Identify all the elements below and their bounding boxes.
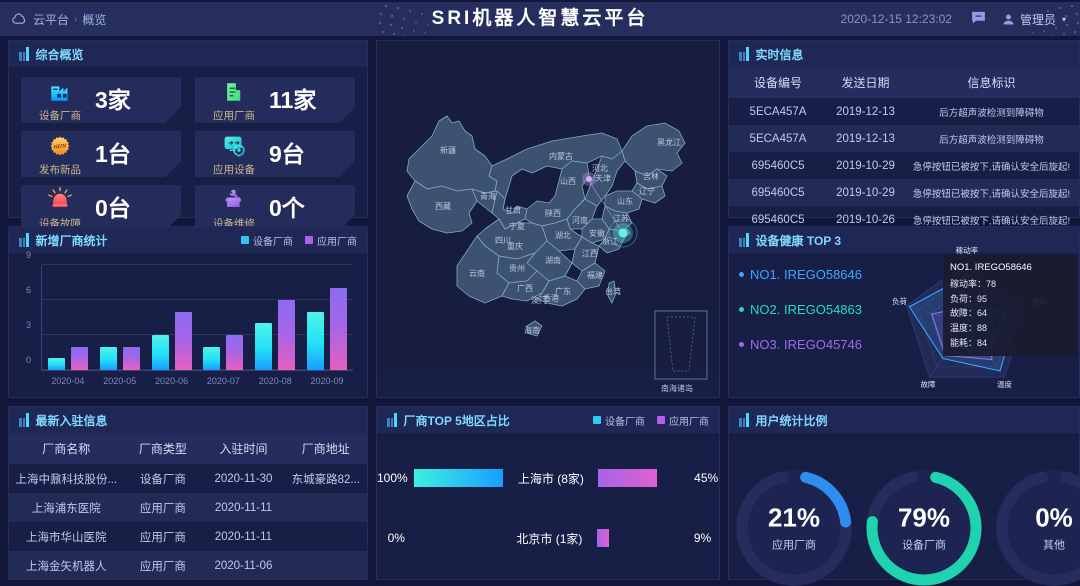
svg-text:南海诸岛: 南海诸岛 [661,383,693,393]
svg-text:江苏: 江苏 [613,213,629,223]
svg-text:新疆: 新疆 [440,145,456,155]
svg-text:贵州: 贵州 [509,263,525,273]
svg-text:甘肃: 甘肃 [505,205,521,215]
svg-text:吉林: 吉林 [643,171,659,181]
svg-text:广西: 广西 [517,283,533,293]
svg-text:云南: 云南 [469,268,485,278]
svg-text:陕西: 陕西 [545,208,561,218]
svg-text:天津: 天津 [595,173,611,183]
svg-text:稼动率: 稼动率 [956,245,979,255]
svg-text:湖北: 湖北 [555,231,571,240]
svg-text:宁夏: 宁夏 [509,221,525,231]
svg-text:内蒙古: 内蒙古 [549,151,573,161]
svg-text:福建: 福建 [587,270,603,280]
svg-text:青海: 青海 [480,191,496,201]
svg-text:台湾: 台湾 [605,286,621,296]
svg-text:温度: 温度 [997,379,1012,389]
svg-text:辽宁: 辽宁 [639,186,655,196]
svg-text:江西: 江西 [582,249,598,258]
svg-text:湖南: 湖南 [545,255,561,265]
svg-text:海南: 海南 [524,325,540,335]
svg-text:浙江: 浙江 [602,236,618,246]
svg-text:故障: 故障 [921,379,936,389]
svg-text:河南: 河南 [572,215,588,225]
svg-text:山东: 山东 [617,196,633,206]
svg-text:黑龙江: 黑龙江 [657,137,681,147]
svg-text:香港: 香港 [543,293,559,303]
svg-text:负荷: 负荷 [892,296,907,306]
svg-text:重庆: 重庆 [507,241,523,251]
svg-text:山西: 山西 [560,176,576,186]
svg-text:西藏: 西藏 [435,201,451,211]
svg-text:河北: 河北 [592,163,608,173]
